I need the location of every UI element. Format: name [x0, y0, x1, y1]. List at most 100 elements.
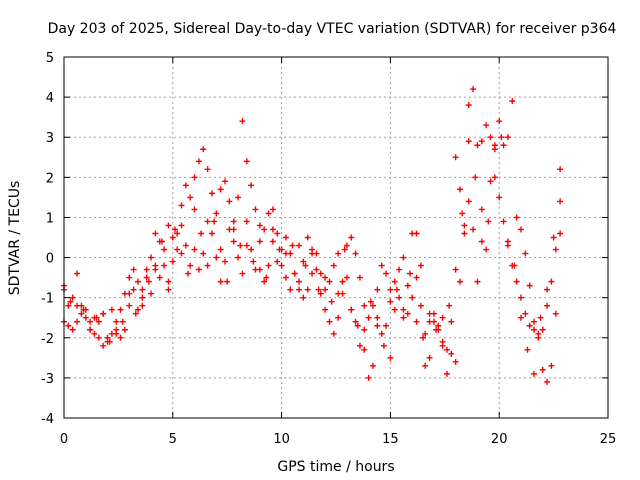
data-point — [204, 166, 211, 173]
data-point — [459, 210, 466, 217]
data-point — [156, 274, 163, 281]
data-point — [261, 278, 268, 285]
y-tick-label: -1 — [41, 292, 54, 307]
data-point — [330, 262, 337, 269]
data-point — [478, 138, 485, 145]
data-point — [509, 98, 516, 105]
data-point — [552, 310, 559, 317]
data-point — [204, 262, 211, 269]
data-point — [230, 238, 237, 245]
data-point — [435, 322, 442, 329]
data-point — [171, 226, 178, 233]
data-point — [256, 266, 263, 273]
y-tick-label: -4 — [41, 412, 54, 427]
x-tick-label: 5 — [169, 432, 177, 447]
data-point — [208, 190, 215, 197]
data-point — [522, 250, 529, 257]
data-point — [152, 230, 159, 237]
data-point — [448, 318, 455, 325]
data-point — [539, 326, 546, 333]
data-point — [413, 318, 420, 325]
data-point — [404, 310, 411, 317]
data-point — [457, 186, 464, 193]
data-points — [61, 86, 564, 385]
data-point — [74, 270, 81, 277]
data-point — [417, 262, 424, 269]
x-tick-label: 20 — [491, 432, 508, 447]
data-point — [500, 218, 507, 225]
x-tick-label: 15 — [382, 432, 399, 447]
data-point — [113, 326, 120, 333]
data-point — [78, 310, 85, 317]
data-point — [100, 342, 107, 349]
x-axis-label: GPS time / hours — [277, 459, 394, 475]
data-point — [169, 258, 176, 265]
x-tick-label: 0 — [60, 432, 68, 447]
data-point — [250, 258, 257, 265]
data-point — [524, 346, 531, 353]
data-point — [396, 294, 403, 301]
data-point — [165, 286, 172, 293]
data-point — [537, 314, 544, 321]
data-point — [496, 194, 503, 201]
data-point — [248, 246, 255, 253]
data-point — [119, 318, 126, 325]
data-point — [531, 370, 538, 377]
data-point — [374, 286, 381, 293]
data-point — [213, 254, 220, 261]
data-point — [422, 362, 429, 369]
data-point — [413, 274, 420, 281]
data-point — [483, 122, 490, 129]
data-point — [544, 286, 551, 293]
data-point — [309, 250, 316, 257]
data-point — [185, 270, 192, 277]
data-point — [446, 302, 453, 309]
data-point — [465, 198, 472, 205]
data-point — [391, 306, 398, 313]
data-point — [187, 262, 194, 269]
data-point — [222, 258, 229, 265]
data-point — [296, 242, 303, 249]
data-point — [465, 138, 472, 145]
data-point — [400, 314, 407, 321]
data-point — [121, 326, 128, 333]
data-point — [269, 238, 276, 245]
data-point — [278, 262, 285, 269]
y-tick-label: 0 — [46, 252, 54, 267]
data-point — [269, 226, 276, 233]
data-point — [82, 314, 89, 321]
data-point — [365, 374, 372, 381]
data-point — [211, 218, 218, 225]
data-point — [461, 230, 468, 237]
data-point — [539, 366, 546, 373]
grid-lines — [64, 57, 608, 418]
data-point — [282, 250, 289, 257]
data-point — [354, 322, 361, 329]
data-point — [439, 314, 446, 321]
data-point — [187, 194, 194, 201]
data-point — [504, 134, 511, 141]
data-point — [439, 338, 446, 345]
data-point — [237, 242, 244, 249]
data-point — [145, 278, 152, 285]
data-point — [276, 246, 283, 253]
data-point — [243, 158, 250, 165]
plot-frame — [63, 56, 609, 419]
data-point — [474, 278, 481, 285]
data-point — [313, 266, 320, 273]
data-point — [282, 274, 289, 281]
data-point — [235, 254, 242, 261]
axis-ticks — [63, 56, 609, 419]
data-point — [548, 362, 555, 369]
data-point — [404, 282, 411, 289]
data-point — [178, 202, 185, 209]
data-point — [326, 278, 333, 285]
data-point — [80, 306, 87, 313]
data-point — [243, 218, 250, 225]
data-point — [69, 326, 76, 333]
data-point — [148, 290, 155, 297]
data-point — [452, 154, 459, 161]
data-point — [200, 250, 207, 257]
data-point — [426, 318, 433, 325]
